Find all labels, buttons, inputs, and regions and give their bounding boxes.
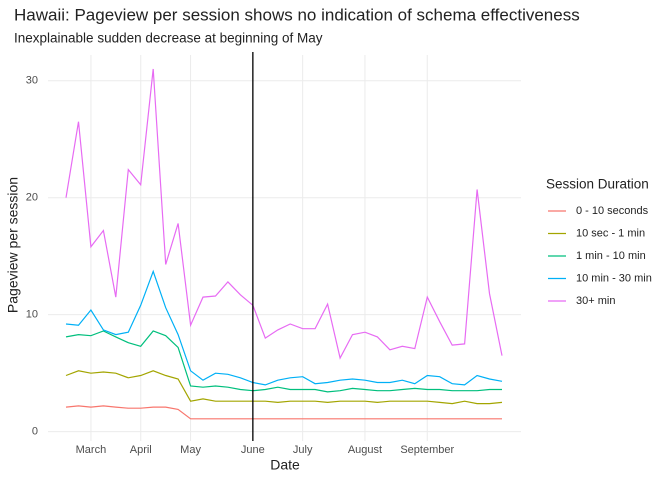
legend-label: 10 min - 30 min bbox=[576, 272, 652, 284]
y-tick-label: 0 bbox=[32, 426, 38, 438]
y-tick-label: 30 bbox=[26, 75, 38, 87]
x-tick-label: September bbox=[400, 444, 454, 456]
x-tick-label: July bbox=[293, 444, 313, 456]
line-series bbox=[65, 68, 503, 360]
y-tick-label: 20 bbox=[26, 192, 38, 204]
line-series bbox=[65, 370, 503, 405]
line-series bbox=[65, 330, 502, 393]
legend-title: Session Duration bbox=[546, 177, 649, 192]
y-axis-label: Pageview per session bbox=[5, 177, 21, 313]
legend-label: 0 - 10 seconds bbox=[576, 205, 649, 217]
chart-subtitle: Inexplainable sudden decrease at beginni… bbox=[14, 31, 323, 46]
legend-label: 30+ min bbox=[576, 295, 615, 307]
x-axis-label: Date bbox=[270, 457, 300, 473]
x-tick-label: June bbox=[241, 444, 265, 456]
x-tick-label: May bbox=[180, 444, 201, 456]
legend-label: 10 sec - 1 min bbox=[576, 227, 645, 239]
x-tick-label: April bbox=[130, 444, 152, 456]
x-tick-label: March bbox=[76, 444, 107, 456]
line-series bbox=[65, 269, 503, 386]
x-tick-label: August bbox=[348, 444, 382, 456]
legend-label: 1 min - 10 min bbox=[576, 250, 646, 262]
y-tick-label: 10 bbox=[26, 309, 38, 321]
chart-title: Hawaii: Pageview per session shows no in… bbox=[14, 5, 580, 24]
line-series bbox=[65, 405, 502, 420]
